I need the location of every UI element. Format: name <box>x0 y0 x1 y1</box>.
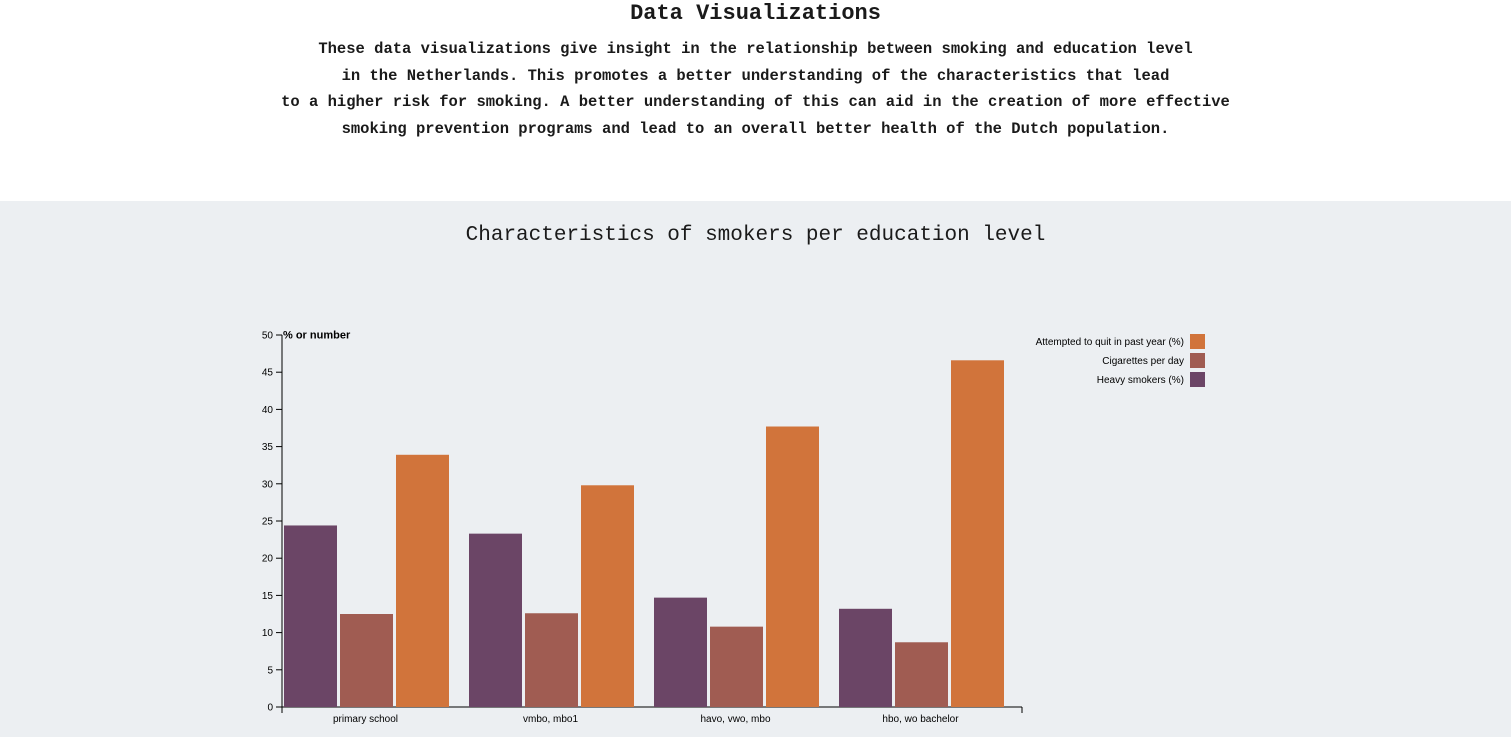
legend-swatch <box>1190 334 1205 349</box>
y-tick-label: 35 <box>262 442 274 453</box>
legend-label: Cigarettes per day <box>1102 356 1184 367</box>
bar <box>951 360 1004 707</box>
bar <box>710 626 763 707</box>
x-tick-label: primary school <box>333 714 398 725</box>
intro-line: smoking prevention programs and lead to … <box>341 119 1170 138</box>
page-header: Data Visualizations These data visualiza… <box>0 0 1511 201</box>
intro-line: These data visualizations give insight i… <box>318 40 1193 58</box>
x-tick-label: vmbo, mbo1 <box>523 714 578 725</box>
bar <box>340 614 393 707</box>
bar <box>766 426 819 707</box>
y-tick-label: 20 <box>262 554 274 565</box>
y-tick-label: 50 <box>262 331 274 342</box>
y-tick-label: 45 <box>262 368 274 379</box>
intro-text: These data visualizations give insight i… <box>200 36 1311 142</box>
y-tick-label: 15 <box>262 591 274 602</box>
intro-line: to a higher risk for smoking. A better u… <box>281 93 1230 111</box>
bar <box>469 533 522 707</box>
legend-label: Attempted to quit in past year (%) <box>1036 337 1184 348</box>
y-axis-label: % or number <box>283 330 351 342</box>
legend-label: Heavy smokers (%) <box>1097 375 1184 386</box>
bar <box>581 485 634 707</box>
bar <box>895 642 948 707</box>
y-tick-label: 25 <box>262 517 274 528</box>
bar <box>654 597 707 707</box>
legend-swatch <box>1190 372 1205 387</box>
y-tick-label: 10 <box>262 628 274 639</box>
legend-swatch <box>1190 353 1205 368</box>
chart-title: Characteristics of smokers per education… <box>465 224 1046 247</box>
x-tick-label: hbo, wo bachelor <box>882 714 959 725</box>
chart-section: Characteristics of smokers per education… <box>0 201 1511 737</box>
bar <box>284 525 337 707</box>
y-tick-label: 30 <box>262 479 274 490</box>
bar-chart: 0 5 10 15 20 25 30 35 40 45 50 % or number primary s… <box>262 330 1205 725</box>
bar <box>525 613 578 707</box>
x-tick-label: havo, vwo, mbo <box>700 714 770 725</box>
y-tick-label: 40 <box>262 405 274 416</box>
page-title: Data Visualizations <box>630 1 881 26</box>
y-tick-label: 5 <box>267 665 273 676</box>
y-tick-label: 0 <box>267 703 273 714</box>
intro-line: in the Netherlands. This promotes a bett… <box>341 66 1170 85</box>
bar <box>839 608 892 707</box>
bar <box>396 454 449 707</box>
